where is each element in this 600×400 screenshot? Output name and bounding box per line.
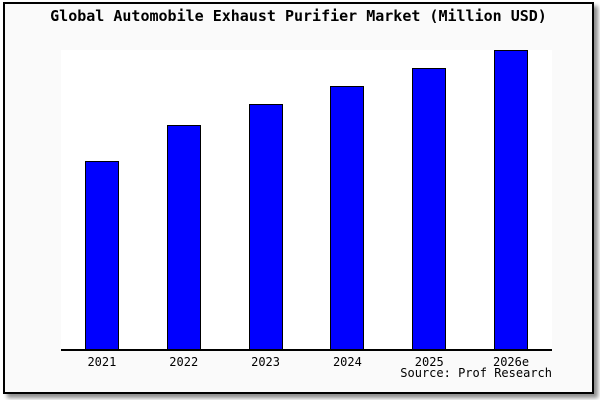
bar-slot-2026e	[470, 50, 552, 349]
bar-2026e	[494, 50, 529, 349]
bar-slot-2021	[61, 50, 143, 349]
x-tick-label-2026e: 2026e	[492, 355, 530, 369]
chart-title: Global Automobile Exhaust Purifier Marke…	[50, 7, 547, 25]
x-tick-label-2022: 2022	[169, 355, 199, 369]
bar-2025	[412, 67, 447, 349]
bar-2023	[248, 103, 283, 349]
plot-area	[61, 50, 552, 351]
bar-2021	[84, 160, 119, 349]
bar-2024	[330, 85, 365, 349]
bars-container	[61, 50, 552, 349]
bar-slot-2022	[143, 50, 225, 349]
x-tick-label-2023: 2023	[251, 355, 281, 369]
bar-slot-2025	[388, 50, 470, 349]
bar-slot-2024	[306, 50, 388, 349]
bar-2022	[166, 124, 201, 349]
x-axis-labels: 2021 2022 2023 2024 2025 2026e	[61, 355, 552, 369]
bar-slot-2023	[225, 50, 307, 349]
x-tick-label-2024: 2024	[332, 355, 362, 369]
x-tick-label-2021: 2021	[87, 355, 117, 369]
chart-window: Global Automobile Exhaust Purifier Marke…	[3, 2, 594, 394]
x-tick-label-2025: 2025	[414, 355, 444, 369]
source-note: Source: Prof Research	[400, 366, 552, 380]
